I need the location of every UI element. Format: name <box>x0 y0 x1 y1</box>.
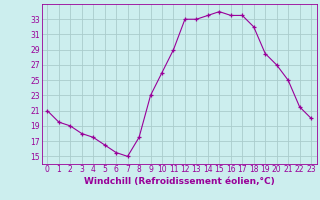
X-axis label: Windchill (Refroidissement éolien,°C): Windchill (Refroidissement éolien,°C) <box>84 177 275 186</box>
